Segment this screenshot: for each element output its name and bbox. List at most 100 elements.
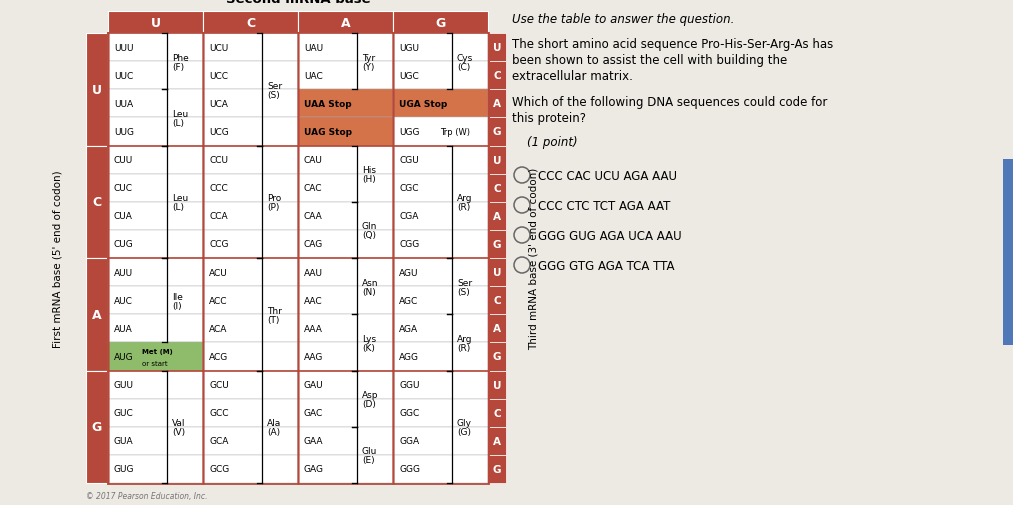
- Text: UUG: UUG: [114, 128, 134, 137]
- Bar: [298, 34, 393, 62]
- Text: A: A: [92, 308, 102, 321]
- Text: been shown to assist the cell with building the: been shown to assist the cell with build…: [512, 54, 787, 67]
- Text: U: U: [151, 17, 160, 29]
- Bar: [203, 259, 298, 286]
- Text: AUG: AUG: [114, 352, 134, 361]
- Text: (G): (G): [457, 427, 471, 436]
- Text: UGG: UGG: [399, 128, 419, 137]
- Text: GUG: GUG: [114, 465, 135, 474]
- Bar: [393, 399, 488, 427]
- Text: AAA: AAA: [304, 324, 323, 333]
- Bar: [108, 174, 203, 203]
- Bar: [108, 399, 203, 427]
- Text: G: G: [492, 239, 501, 249]
- Text: C: C: [246, 17, 255, 29]
- Bar: [108, 62, 203, 90]
- Text: Ile: Ile: [172, 292, 182, 301]
- Text: Ser: Ser: [457, 278, 472, 287]
- Text: Leu: Leu: [172, 110, 188, 119]
- Text: Second mRNA base: Second mRNA base: [226, 0, 371, 6]
- Text: Which of the following DNA sequences could code for: Which of the following DNA sequences cou…: [512, 96, 828, 109]
- Bar: [1003, 160, 1013, 345]
- Text: UUU: UUU: [114, 43, 134, 53]
- Bar: [203, 286, 298, 315]
- Text: Leu: Leu: [172, 194, 188, 203]
- Text: G: G: [92, 421, 102, 433]
- Text: AGG: AGG: [399, 352, 419, 361]
- Text: CGU: CGU: [399, 156, 418, 165]
- Text: A: A: [493, 324, 501, 334]
- Bar: [393, 203, 488, 230]
- Text: The short amino acid sequence Pro-His-Ser-Arg-As has: The short amino acid sequence Pro-His-Se…: [512, 38, 834, 51]
- Text: (R): (R): [457, 203, 470, 212]
- Text: AAC: AAC: [304, 296, 322, 305]
- Text: AUU: AUU: [114, 268, 133, 277]
- Bar: [298, 118, 393, 146]
- Text: (S): (S): [457, 287, 470, 296]
- Bar: [108, 146, 203, 174]
- Bar: [393, 315, 488, 343]
- Text: Glu: Glu: [362, 446, 377, 456]
- Text: CCU: CCU: [209, 156, 228, 165]
- Bar: [393, 118, 488, 146]
- Bar: [298, 230, 393, 259]
- Bar: [298, 343, 393, 371]
- Text: Trp (W): Trp (W): [441, 128, 470, 137]
- Bar: [298, 259, 393, 286]
- Text: GGG: GGG: [399, 465, 420, 474]
- Text: AUC: AUC: [114, 296, 133, 305]
- Text: AAU: AAU: [304, 268, 323, 277]
- Bar: [203, 343, 298, 371]
- Text: ACG: ACG: [209, 352, 228, 361]
- Text: Lys: Lys: [362, 334, 376, 343]
- Text: UUA: UUA: [114, 99, 133, 109]
- Bar: [108, 34, 203, 62]
- Bar: [298, 12, 393, 34]
- Text: (F): (F): [172, 63, 184, 72]
- Text: AGA: AGA: [399, 324, 418, 333]
- Bar: [488, 455, 506, 483]
- Text: GUA: GUA: [114, 436, 134, 445]
- Text: UUC: UUC: [114, 72, 134, 80]
- Bar: [488, 118, 506, 146]
- Text: G: G: [492, 464, 501, 474]
- Text: U: U: [492, 380, 501, 390]
- Text: C: C: [493, 408, 500, 418]
- Bar: [488, 315, 506, 343]
- Text: GCG: GCG: [209, 465, 229, 474]
- Text: A: A: [493, 212, 501, 221]
- Bar: [393, 427, 488, 455]
- Text: GGU: GGU: [399, 380, 419, 389]
- Bar: [298, 203, 393, 230]
- Bar: [86, 259, 108, 371]
- Text: C: C: [493, 71, 500, 81]
- Bar: [393, 146, 488, 174]
- Text: AAG: AAG: [304, 352, 323, 361]
- Text: Third mRNA base (3' end of codon): Third mRNA base (3' end of codon): [529, 168, 539, 349]
- Bar: [203, 399, 298, 427]
- Text: (K): (K): [362, 343, 375, 352]
- Bar: [488, 286, 506, 315]
- Text: CAU: CAU: [304, 156, 323, 165]
- Bar: [298, 146, 393, 174]
- Bar: [203, 118, 298, 146]
- Text: CAC: CAC: [304, 184, 322, 193]
- Text: Phe: Phe: [172, 54, 188, 63]
- Text: (Y): (Y): [362, 63, 374, 72]
- Bar: [393, 259, 488, 286]
- Text: CAG: CAG: [304, 240, 323, 249]
- Bar: [108, 203, 203, 230]
- Bar: [203, 230, 298, 259]
- Text: this protein?: this protein?: [512, 112, 586, 125]
- Text: Ala: Ala: [266, 419, 282, 427]
- Text: GCC: GCC: [209, 409, 229, 417]
- Bar: [488, 90, 506, 118]
- Bar: [298, 174, 393, 203]
- Text: Pro: Pro: [266, 194, 282, 203]
- Text: Cys: Cys: [457, 54, 473, 63]
- Text: Asn: Asn: [362, 278, 379, 287]
- Text: (R): (R): [457, 343, 470, 352]
- Text: GAU: GAU: [304, 380, 323, 389]
- Bar: [393, 12, 488, 34]
- Text: Asp: Asp: [362, 390, 379, 399]
